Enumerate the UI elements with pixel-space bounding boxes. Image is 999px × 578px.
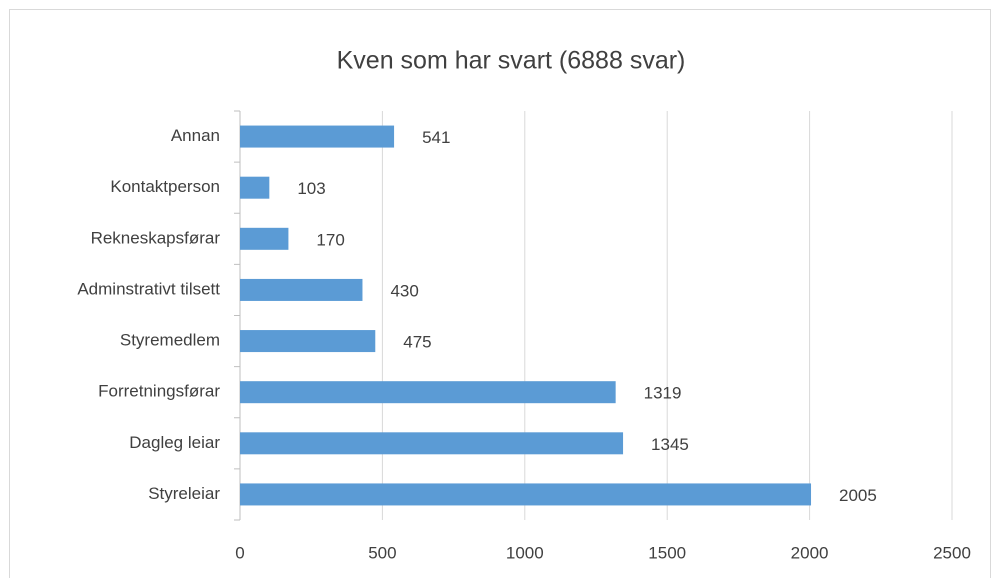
y-tick-label: Styreleiar	[148, 484, 220, 503]
x-tick-label: 2500	[933, 543, 971, 562]
bar	[240, 125, 395, 148]
bar	[240, 330, 376, 353]
x-tick-label: 1500	[648, 543, 686, 562]
data-label: 541	[422, 128, 450, 147]
chart-border	[9, 9, 991, 578]
x-tick-label: 1000	[506, 543, 544, 562]
y-tick-label: Styremedlem	[120, 331, 220, 350]
bar	[240, 278, 363, 301]
bar	[240, 483, 812, 506]
bar	[240, 227, 289, 250]
x-tick-label: 2000	[791, 543, 829, 562]
data-label: 1319	[644, 384, 682, 403]
data-label: 170	[316, 230, 344, 249]
y-tick-label: Annan	[171, 126, 220, 145]
y-tick-label: Adminstrativt tilsett	[77, 279, 220, 298]
data-label: 430	[390, 281, 418, 300]
y-tick-label: Forretningsførar	[98, 382, 220, 401]
bar	[240, 381, 616, 404]
chart-title: Kven som har svart (6888 svar)	[337, 47, 686, 75]
y-tick-label: Rekneskapsførar	[91, 228, 221, 247]
data-label: 475	[403, 333, 431, 352]
y-tick-label: Kontaktperson	[110, 177, 220, 196]
x-tick-label: 500	[368, 543, 396, 562]
data-label: 2005	[839, 486, 877, 505]
y-tick-label: Dagleg leiar	[129, 433, 220, 452]
data-label: 103	[297, 179, 325, 198]
x-tick-label: 0	[235, 543, 244, 562]
bar	[240, 432, 624, 455]
data-label: 1345	[651, 435, 689, 454]
bar	[240, 176, 270, 199]
